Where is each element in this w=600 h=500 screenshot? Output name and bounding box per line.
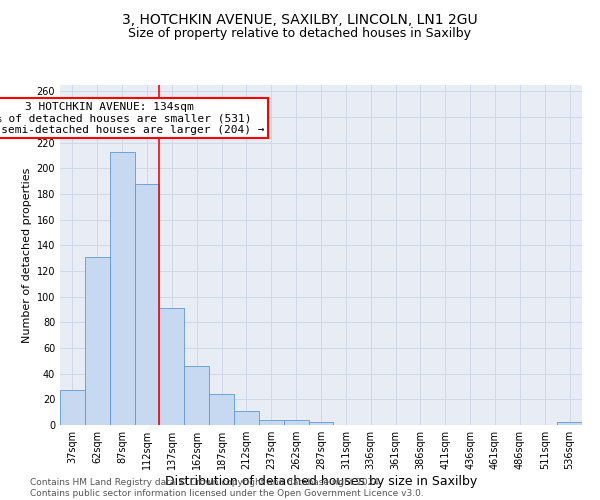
Bar xyxy=(284,420,308,425)
Bar xyxy=(60,390,85,425)
Bar xyxy=(85,257,110,425)
Text: 3 HOTCHKIN AVENUE: 134sqm
← 72% of detached houses are smaller (531)
28% of semi: 3 HOTCHKIN AVENUE: 134sqm ← 72% of detac… xyxy=(0,102,265,135)
Bar xyxy=(110,152,134,425)
Y-axis label: Number of detached properties: Number of detached properties xyxy=(22,168,32,342)
Text: Contains HM Land Registry data © Crown copyright and database right 2024.
Contai: Contains HM Land Registry data © Crown c… xyxy=(30,478,424,498)
X-axis label: Distribution of detached houses by size in Saxilby: Distribution of detached houses by size … xyxy=(165,475,477,488)
Text: Size of property relative to detached houses in Saxilby: Size of property relative to detached ho… xyxy=(128,28,472,40)
Bar xyxy=(234,411,259,425)
Bar xyxy=(184,366,209,425)
Bar xyxy=(160,308,184,425)
Bar xyxy=(209,394,234,425)
Bar xyxy=(259,420,284,425)
Text: 3, HOTCHKIN AVENUE, SAXILBY, LINCOLN, LN1 2GU: 3, HOTCHKIN AVENUE, SAXILBY, LINCOLN, LN… xyxy=(122,12,478,26)
Bar xyxy=(134,184,160,425)
Bar xyxy=(557,422,582,425)
Bar xyxy=(308,422,334,425)
